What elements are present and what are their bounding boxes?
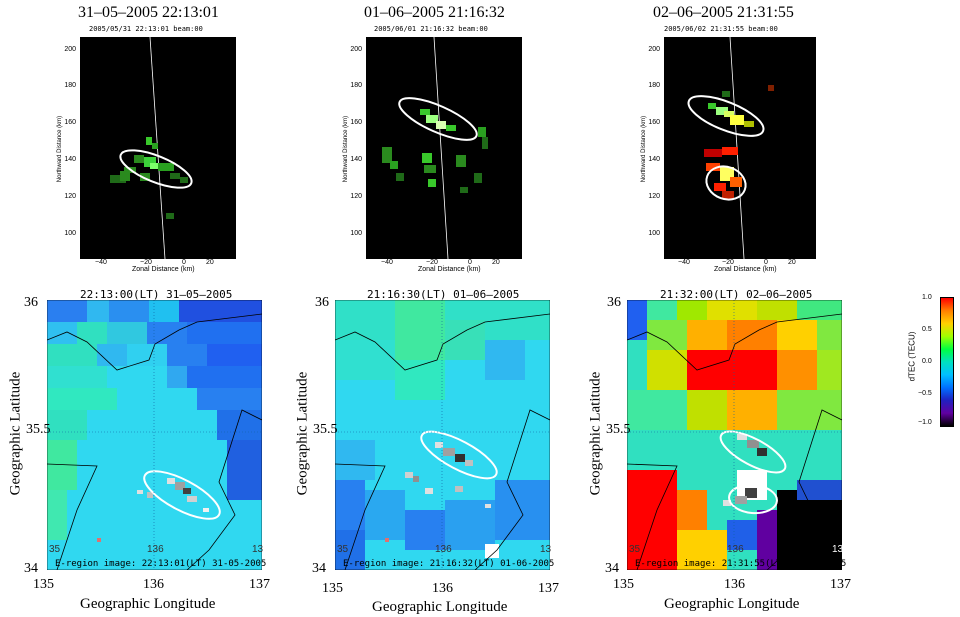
tec-cells <box>627 300 842 570</box>
highlight-ellipse <box>687 95 765 137</box>
y-axis-label: Northward Distance (km) <box>343 115 349 183</box>
highlight-ellipse <box>119 149 193 189</box>
coastline <box>47 313 262 570</box>
e-region-echoes <box>723 434 767 506</box>
tec-cells <box>47 300 262 540</box>
e-region-echoes <box>385 442 491 542</box>
y-tick-labels: 200 180 160 140 120 100 <box>350 46 362 237</box>
colorbar-gradient <box>940 297 954 427</box>
radar-echo-plot <box>382 37 488 259</box>
e-region-footer: E-region image: 21:31:55(LT) 02-06-2005 <box>635 559 847 569</box>
y-tick-labels: 200 180 160 140 120 100 <box>64 46 76 237</box>
echo-patches <box>110 137 188 219</box>
panel-heading: 01–06–2005 21:16:32 <box>364 4 505 21</box>
tec-grid <box>335 300 550 570</box>
e-region-echoes <box>97 478 209 542</box>
highlight-ellipse <box>728 483 778 515</box>
x-axis-label: Zonal Distance (km) <box>418 266 481 273</box>
map-title: 22:13:00(LT) 31–05–2005 <box>80 288 233 301</box>
graticule <box>335 300 550 570</box>
y-axis-label: Geographic Latitude <box>294 371 311 496</box>
y-axis-label: Northward Distance (km) <box>641 115 647 183</box>
colorbar-label: dTEC (TECU) <box>907 331 917 382</box>
beam-line <box>433 37 449 259</box>
colorbar-tick: 1.0 <box>922 294 932 301</box>
x-axis-label: Geographic Longitude <box>80 596 216 612</box>
graticule <box>47 300 262 570</box>
x-axis-label: Zonal Distance (km) <box>714 266 777 273</box>
radar-echo-plot <box>110 37 193 259</box>
y-axis-label: Geographic Latitude <box>587 371 604 496</box>
panel-heading: 31–05–2005 22:13:01 <box>78 4 219 21</box>
tec-grid <box>627 300 842 570</box>
e-region-footer: E-region image: 21:16:32(LT) 01-06-2005 <box>343 559 555 569</box>
colorbar-tick: 0.5 <box>922 326 932 333</box>
radar-image <box>80 37 236 259</box>
highlight-ellipse <box>705 165 747 201</box>
coastline <box>627 313 842 570</box>
x-axis-label: Zonal Distance (km) <box>132 266 195 273</box>
tec-grid <box>47 300 262 570</box>
colorbar-tick: 0.0 <box>922 358 932 365</box>
highlight-ellipse <box>420 430 498 480</box>
highlight-ellipse <box>719 430 787 474</box>
radar-subtitle: 2005/05/31 22:13:01 beam:00 <box>89 25 203 33</box>
radar-image <box>366 37 522 259</box>
y-axis-label: Northward Distance (km) <box>57 115 63 183</box>
tec-cells <box>335 300 550 570</box>
colorbar-tick: −0.5 <box>918 390 932 397</box>
panel-heading: 02–06–2005 21:31:55 <box>653 4 794 21</box>
echo-patches <box>704 85 774 199</box>
tec-map: 35 136 13 E-region image: 21:31:55(LT) 0… <box>627 300 846 570</box>
radar-image <box>664 37 816 259</box>
x-axis-label: Geographic Longitude <box>372 599 508 615</box>
coastline <box>335 313 550 570</box>
echo-patches <box>382 109 488 193</box>
tec-map: 35 136 13 E-region image: 22:13:01(LT) 3… <box>47 300 266 570</box>
e-region-footer: E-region image: 22:13:01(LT) 31-05-2005 <box>55 559 267 569</box>
x-axis-label: Geographic Longitude <box>664 596 800 612</box>
map-title: 21:32:00(LT) 02–06–2005 <box>660 288 813 301</box>
radar-subtitle: 2005/06/01 21:16:32 beam:00 <box>374 25 488 33</box>
y-tick-labels: 200 180 160 140 120 100 <box>648 46 660 237</box>
y-axis-label: Geographic Latitude <box>7 371 24 496</box>
tec-map: 35 136 13 E-region image: 21:16:32(LT) 0… <box>335 300 554 570</box>
highlight-ellipse <box>398 97 478 141</box>
radar-echo-plot <box>687 37 774 259</box>
colorbar-tick: −1.0 <box>918 419 932 426</box>
highlight-ellipse <box>143 470 221 520</box>
radar-subtitle: 2005/06/02 21:31:55 beam:00 <box>664 25 778 33</box>
graticule <box>627 300 842 570</box>
map-title: 21:16:30(LT) 01–06–2005 <box>367 288 520 301</box>
